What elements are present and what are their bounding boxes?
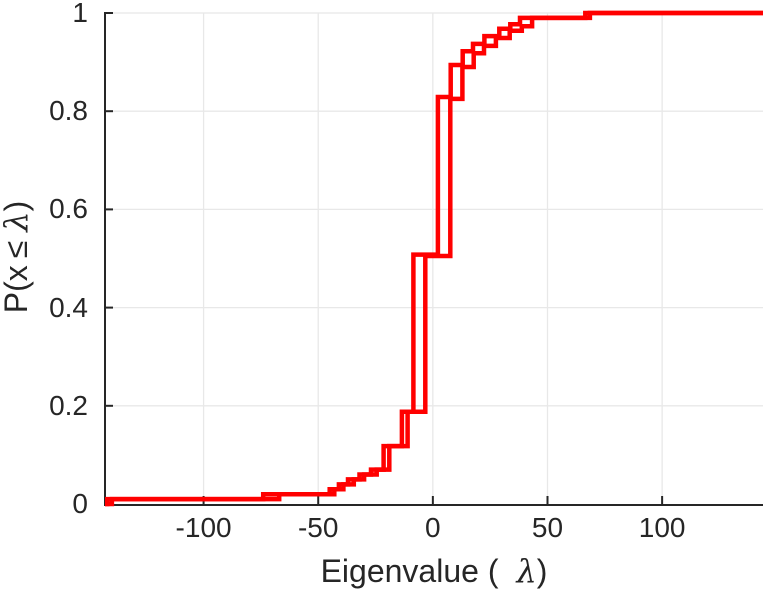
y-tick-label: 0.6 xyxy=(49,193,88,225)
x-tick-label: -50 xyxy=(297,512,339,543)
x-tick-label: 0 xyxy=(425,512,441,543)
x-tick-label: -100 xyxy=(175,512,232,543)
y-tick-label: 0.2 xyxy=(49,389,88,421)
ecdf-curve-2 xyxy=(105,10,763,507)
lambda-symbol: λ xyxy=(516,552,537,590)
x-tick-label: 50 xyxy=(531,512,564,543)
x-axis-label: Eigenvalue ( λ) xyxy=(105,552,763,590)
y-tick-label: 0.8 xyxy=(49,95,88,127)
y-tick-label: 1 xyxy=(72,0,88,28)
y-axis-label: P(x≤λ) xyxy=(0,107,47,407)
y-tick-label: 0.4 xyxy=(49,291,88,323)
y-tick-label: 0 xyxy=(72,488,88,519)
less-equal-symbol: ≤ xyxy=(0,240,34,259)
x-axis-label-close: ) xyxy=(536,553,548,589)
x-axis-label-text: Eigenvalue ( xyxy=(320,553,499,589)
x-tick-label: 100 xyxy=(638,512,686,543)
